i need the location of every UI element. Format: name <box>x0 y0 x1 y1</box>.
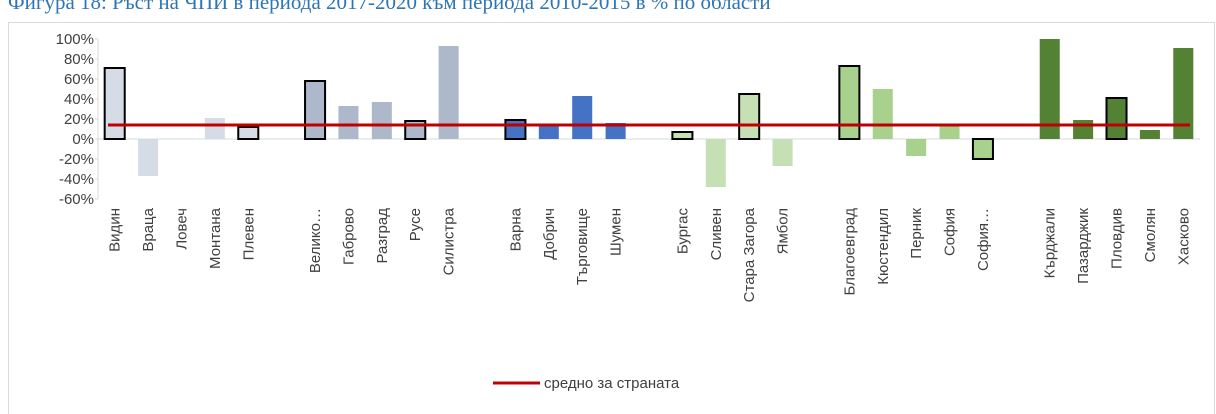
bar <box>304 80 327 140</box>
x-tick-label: Габрово <box>340 208 357 265</box>
bar <box>204 118 225 139</box>
x-tick-label: Велико… <box>307 208 324 273</box>
y-tick-label: -20% <box>59 151 94 168</box>
x-tick-label: Варна <box>507 207 524 251</box>
x-tick-label: Пловдив <box>1109 208 1126 269</box>
bar <box>1173 48 1194 139</box>
bar <box>1105 97 1128 140</box>
x-tick-label: Плевен <box>240 208 257 260</box>
bar <box>504 119 527 140</box>
bar <box>738 93 761 140</box>
chart-title: Фигура 18: Ръст на ЧПИ в периода 2017-20… <box>8 0 771 14</box>
bar <box>1073 120 1094 139</box>
x-tick-label: Сливен <box>708 208 725 260</box>
x-tick-label: Шумен <box>608 208 625 256</box>
x-tick-label: Враца <box>140 207 157 251</box>
y-tick-label: 100% <box>56 31 94 48</box>
bar <box>906 139 927 156</box>
bar <box>572 96 593 139</box>
x-tick-label: Русе <box>407 208 424 241</box>
bar <box>939 126 960 139</box>
x-tick-label: Кърджали <box>1042 208 1059 278</box>
x-tick-label: Смолян <box>1142 208 1159 262</box>
x-tick-label: Стара Загора <box>741 207 758 302</box>
y-tick-label: 60% <box>64 71 94 88</box>
bar <box>538 125 559 139</box>
bar <box>772 139 793 166</box>
y-tick-label: 20% <box>64 111 94 128</box>
bar <box>338 106 359 139</box>
bar <box>1139 130 1160 139</box>
x-tick-label: Силистра <box>441 207 458 275</box>
x-tick-label: Ямбол <box>775 208 792 254</box>
y-tick-label: 0% <box>72 131 94 148</box>
x-tick-label: София… <box>975 208 992 271</box>
x-tick-label: Видин <box>107 208 124 252</box>
bar <box>838 65 861 140</box>
legend-label: средно за страната <box>544 375 680 392</box>
x-tick-label: Пазарджик <box>1075 208 1092 284</box>
x-tick-label: Бургас <box>674 208 691 255</box>
chart-frame <box>8 22 1215 414</box>
bar <box>103 67 126 140</box>
y-tick-label: -40% <box>59 171 94 188</box>
y-tick-label: 80% <box>64 51 94 68</box>
bar <box>971 138 994 160</box>
x-tick-label: София <box>942 208 959 256</box>
x-tick-label: Ловеч <box>173 208 190 250</box>
bar <box>872 89 893 139</box>
bar <box>438 46 459 139</box>
x-tick-label: Монтана <box>207 207 224 269</box>
y-tick-label: -60% <box>59 191 94 208</box>
bar <box>605 123 626 139</box>
bar <box>237 126 260 140</box>
bar <box>671 131 694 140</box>
x-tick-label: Благоевград <box>841 208 858 296</box>
bar <box>138 139 159 176</box>
x-tick-label: Добрич <box>541 208 558 260</box>
x-tick-label: Хасково <box>1175 208 1192 265</box>
x-tick-label: Кюстендил <box>875 208 892 285</box>
bar <box>1039 39 1060 139</box>
x-tick-label: Търговище <box>574 208 591 285</box>
y-tick-label: 40% <box>64 91 94 108</box>
x-tick-label: Перник <box>908 208 925 259</box>
bar <box>371 102 392 139</box>
x-tick-label: Разград <box>374 208 391 264</box>
bar <box>705 139 726 187</box>
